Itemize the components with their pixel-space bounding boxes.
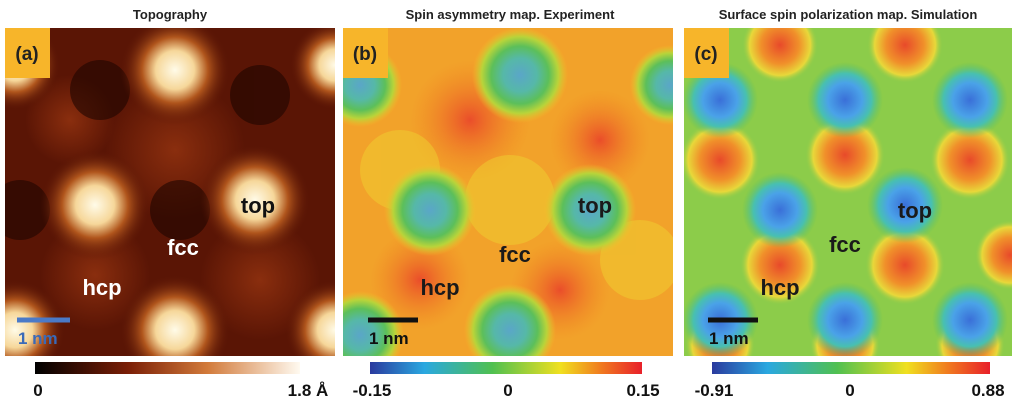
colorbar-label: 0.88 xyxy=(971,381,1004,400)
figure: Topography Spin asymmetry map. Experimen… xyxy=(0,0,1015,403)
spin-asymmetry-image xyxy=(316,27,710,379)
site-label: fcc xyxy=(167,235,199,260)
colorbar-label: -0.15 xyxy=(353,381,392,400)
scale-bar-label: 1 nm xyxy=(18,329,58,348)
spin-polarization-image xyxy=(680,7,1015,380)
colorbar xyxy=(370,362,642,374)
site-label: top xyxy=(898,198,932,223)
panel-title: Topography xyxy=(133,7,208,22)
site-label: top xyxy=(578,193,612,218)
site-label: hcp xyxy=(760,275,799,300)
colorbar-label: 1.8 Å xyxy=(288,381,329,400)
scale-bar-label: 1 nm xyxy=(709,329,749,348)
panel-label: (a) xyxy=(15,44,38,65)
site-label: top xyxy=(241,193,275,218)
site-label: hcp xyxy=(420,275,459,300)
colorbar xyxy=(35,362,300,374)
colorbar-label: 0 xyxy=(845,381,854,400)
colorbar-label: -0.91 xyxy=(695,381,734,400)
site-label: hcp xyxy=(82,275,121,300)
colorbar-label: 0.15 xyxy=(626,381,659,400)
panel-label: (c) xyxy=(694,44,717,65)
colorbar xyxy=(712,362,990,374)
scale-bar-label: 1 nm xyxy=(369,329,409,348)
panel-title: Surface spin polarization map. Simulatio… xyxy=(719,7,978,22)
panel-label: (b) xyxy=(353,44,377,65)
topography-image xyxy=(0,15,385,385)
panel-title: Spin asymmetry map. Experiment xyxy=(406,7,615,22)
site-label: fcc xyxy=(499,242,531,267)
colorbar-label: 0 xyxy=(33,381,42,400)
site-label: fcc xyxy=(829,232,861,257)
colorbar-label: 0 xyxy=(503,381,512,400)
